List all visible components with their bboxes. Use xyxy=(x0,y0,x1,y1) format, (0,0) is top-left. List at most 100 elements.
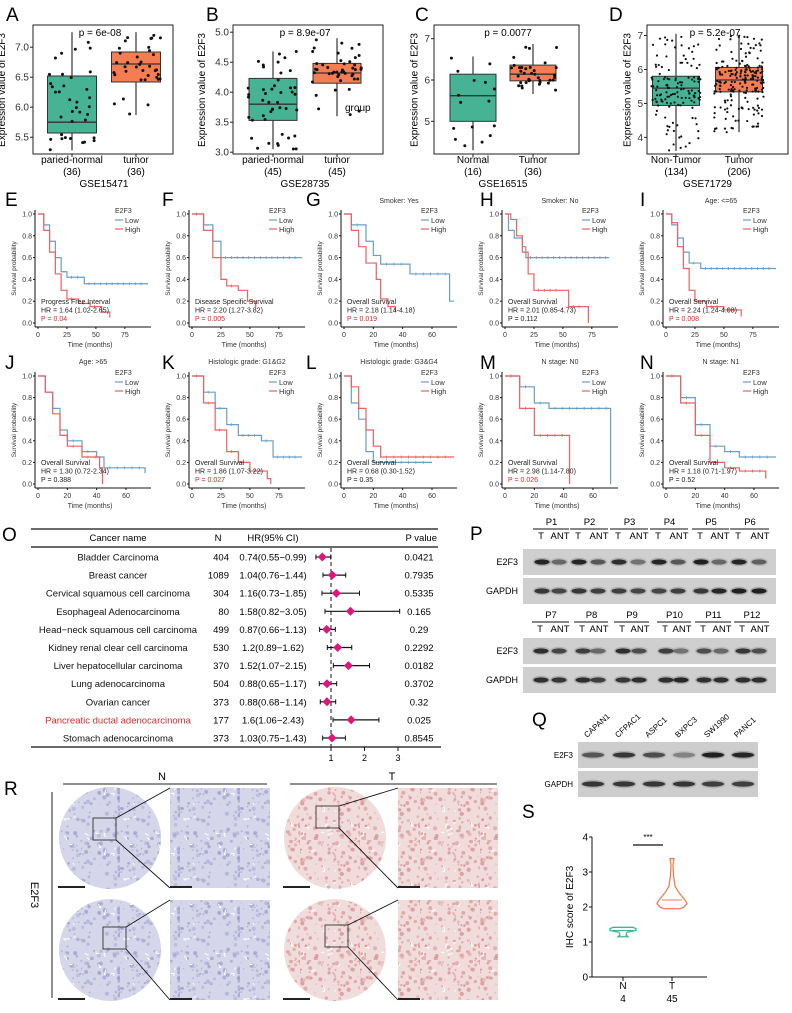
km-hazard-ratio: HR = 2.18 (1.14-4.18) xyxy=(347,308,415,315)
data-point xyxy=(668,149,671,152)
data-point xyxy=(88,46,92,50)
km-panel-F: F 0.0 0.2 0.4 0.6 0.8 1.0 0 25 50 75 Time (months) S… xyxy=(162,190,305,349)
data-point xyxy=(678,136,681,139)
data-point xyxy=(336,51,340,55)
protein-label: E2F3 xyxy=(496,557,518,567)
y-tick-label: 0.8 xyxy=(650,233,660,240)
data-point xyxy=(347,87,351,91)
data-point xyxy=(755,72,758,75)
data-point xyxy=(335,70,339,74)
x-tick-label: 60 xyxy=(122,493,130,500)
y-tick-label: 0.8 xyxy=(650,395,660,402)
band-halo xyxy=(657,646,675,656)
data-point xyxy=(553,75,557,79)
data-point xyxy=(519,69,523,73)
tissue-core-normal xyxy=(59,787,161,889)
km-endpoint: Overall Survival xyxy=(41,460,90,467)
band-halo xyxy=(692,586,710,596)
data-point xyxy=(57,90,61,94)
data-point xyxy=(744,65,747,68)
data-point xyxy=(47,72,51,76)
data-point xyxy=(757,90,760,93)
data-point xyxy=(357,54,361,58)
km-hazard-ratio: HR = 1.86 (1.07-3.22) xyxy=(195,469,263,476)
data-point xyxy=(759,49,762,52)
data-point xyxy=(488,62,492,66)
data-point xyxy=(743,78,746,81)
data-point xyxy=(698,63,701,66)
group-count: 45 xyxy=(666,994,678,1005)
sample-size: 370 xyxy=(213,661,229,672)
data-point xyxy=(327,72,331,76)
data-point xyxy=(694,117,697,120)
data-point xyxy=(261,88,265,92)
data-point xyxy=(519,81,523,85)
data-point xyxy=(138,62,142,66)
protein-band xyxy=(670,588,686,594)
legend-label: Low xyxy=(125,378,139,387)
data-point xyxy=(60,51,64,55)
protein-band xyxy=(670,559,686,565)
data-point xyxy=(651,78,654,81)
x-tick-label: 0 xyxy=(190,493,194,500)
hazard-ratio-ci: 1.04(0.76−1.44) xyxy=(239,571,306,582)
x-tick-label: 0 xyxy=(342,493,346,500)
data-point xyxy=(717,37,721,41)
ihc-panel: R N T E2F3 xyxy=(4,771,498,1001)
band-halo xyxy=(610,586,628,596)
data-point xyxy=(666,95,669,98)
data-point xyxy=(86,112,90,116)
data-point xyxy=(744,68,747,71)
data-point xyxy=(657,80,660,83)
group-header: N xyxy=(158,771,166,783)
x-tick-label: 25 xyxy=(217,493,225,500)
data-point xyxy=(713,130,716,133)
protein-band xyxy=(673,752,695,758)
y-tick-label: 1 xyxy=(582,938,588,949)
plot-frame xyxy=(32,24,174,155)
y-tick-label: 0.4 xyxy=(176,277,186,284)
y-tick-label: 0.8 xyxy=(489,395,499,402)
data-point xyxy=(687,89,690,93)
protein-band xyxy=(751,559,767,565)
band-halo xyxy=(700,750,726,760)
plot-frame xyxy=(433,24,580,155)
y-tick-label: 6 xyxy=(637,65,643,76)
zoom-region-box xyxy=(324,924,349,948)
data-point xyxy=(148,64,152,68)
data-point xyxy=(656,85,659,88)
lane-label: ANT xyxy=(670,531,689,542)
band-halo xyxy=(730,750,756,760)
data-point xyxy=(715,61,718,65)
panel-label: O xyxy=(2,525,17,546)
protein-label: E2F3 xyxy=(496,646,518,656)
lane-label: ANT xyxy=(711,531,730,542)
table-row: Lung adenocarcinoma 504 0.88(0.65−1.17) 0.3… xyxy=(71,679,434,690)
x-tick-label: 25 xyxy=(63,332,71,339)
data-point xyxy=(339,79,343,83)
magnified-view-tumor xyxy=(398,900,498,1000)
legend-label: Low xyxy=(592,216,606,225)
data-point xyxy=(280,132,284,136)
legend-title: E2F3 xyxy=(269,370,286,377)
protein-band xyxy=(732,781,754,787)
data-point xyxy=(117,46,121,50)
data-point xyxy=(527,77,531,81)
data-point xyxy=(671,39,674,42)
x-category-label: Non-Tumor xyxy=(651,155,702,166)
data-point xyxy=(343,71,347,75)
data-point xyxy=(339,59,343,63)
data-point xyxy=(666,125,669,128)
data-point xyxy=(512,63,516,67)
data-point xyxy=(691,50,694,53)
data-point xyxy=(293,134,297,138)
zoom-connector xyxy=(115,839,171,889)
data-point xyxy=(750,70,753,73)
x-tick-label: 1 xyxy=(328,753,333,763)
data-point xyxy=(53,56,57,60)
y-tick-label: 0.4 xyxy=(650,438,660,445)
panel-label: S xyxy=(522,802,535,823)
data-point xyxy=(340,41,344,45)
data-point xyxy=(713,127,717,130)
cancer-name: Ovarian cancer xyxy=(86,697,150,708)
